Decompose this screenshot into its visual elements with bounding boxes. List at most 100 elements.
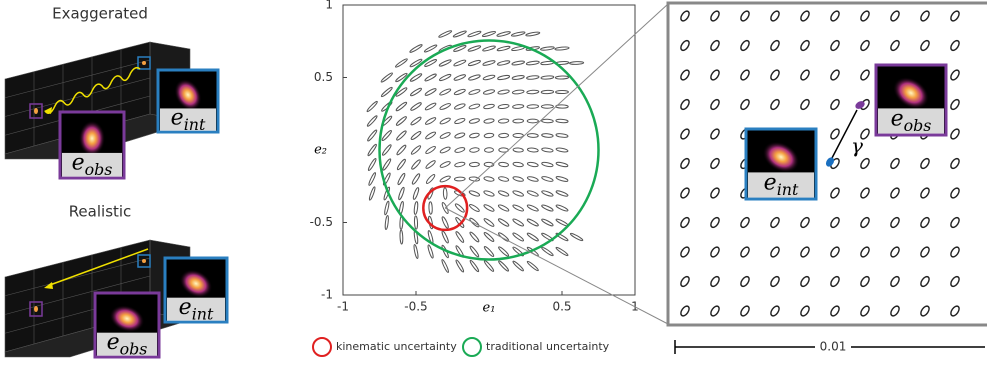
zoom-shape xyxy=(710,69,720,81)
zoom-shape xyxy=(860,39,870,52)
galaxy-shape xyxy=(425,174,436,184)
galaxy-shape xyxy=(526,190,539,197)
zoom-shape xyxy=(680,216,690,229)
zoom-shape xyxy=(740,216,750,229)
galaxy-shape xyxy=(483,132,495,139)
galaxy-shape xyxy=(525,31,541,37)
galaxy-shape xyxy=(454,147,466,153)
galaxy-shape xyxy=(526,118,539,124)
galaxy-shape xyxy=(439,161,451,168)
inset-label-bg xyxy=(160,108,216,131)
zoom-shape xyxy=(680,98,690,111)
galaxy-shape xyxy=(482,60,496,66)
zoom-shape xyxy=(800,246,810,258)
inset-label: eint xyxy=(171,105,206,133)
zoom-shape xyxy=(680,128,690,140)
galaxy-shape xyxy=(569,61,585,65)
galaxy-shape xyxy=(424,117,437,125)
label-base: e xyxy=(764,171,777,196)
inset-blob xyxy=(78,120,106,157)
zoom-shape xyxy=(890,187,900,199)
galaxy-shape xyxy=(498,161,509,168)
galaxy-shape xyxy=(382,172,391,186)
y-tick-label: 0.5 xyxy=(314,70,333,84)
galaxy-shape xyxy=(428,201,433,215)
galaxy-shape xyxy=(498,176,510,182)
galaxy-shape xyxy=(498,132,510,139)
x-tick-label: -0.5 xyxy=(404,300,427,314)
galaxy-shape xyxy=(555,232,569,242)
galaxy-shape xyxy=(396,130,407,141)
galaxy-shape xyxy=(482,89,496,95)
inset-label-bg xyxy=(97,332,157,356)
zoom-shape xyxy=(920,216,930,229)
dot xyxy=(34,108,38,114)
galaxy-shape xyxy=(483,103,495,110)
galaxy-shape xyxy=(483,190,495,197)
zoom-shape xyxy=(950,128,960,140)
galaxy-shape xyxy=(468,190,481,197)
galaxy-shape xyxy=(395,72,408,83)
zoom-shape xyxy=(770,39,780,52)
label-base: e xyxy=(72,150,85,175)
galaxy-shape xyxy=(512,133,524,138)
zoom-shape xyxy=(800,39,810,52)
galaxy-shape xyxy=(512,246,524,257)
zoom-shape xyxy=(680,305,690,317)
galaxy-shape xyxy=(454,117,466,125)
galaxy-shape xyxy=(469,132,480,139)
zoom-shape xyxy=(830,246,840,258)
galaxy-shape xyxy=(541,218,554,227)
obs-point xyxy=(855,101,865,109)
zoom-shape xyxy=(740,98,750,111)
zoom-line xyxy=(444,3,669,209)
zoom-shape xyxy=(950,10,960,22)
galaxy-shape xyxy=(438,73,452,82)
inset-blob xyxy=(174,78,202,111)
galaxy-shape xyxy=(554,75,570,80)
legend-swatch xyxy=(462,337,482,357)
y-tick-label: 1 xyxy=(325,0,333,12)
galaxy-shape xyxy=(425,131,437,140)
galaxy-shape xyxy=(512,118,525,124)
trajectory xyxy=(44,66,141,114)
galaxy-shape xyxy=(384,214,389,231)
zoom-shape xyxy=(950,187,960,199)
zoom-shape xyxy=(710,10,720,22)
y-tick-label: -0.5 xyxy=(310,215,333,229)
galaxy-shape xyxy=(454,132,466,139)
label-base: e xyxy=(107,330,120,355)
galaxy-shape xyxy=(424,73,437,82)
galaxy-shape xyxy=(398,186,405,201)
label-sub: int xyxy=(184,114,206,133)
galaxy-shape xyxy=(526,75,540,80)
zoom-shape xyxy=(950,39,960,52)
panel-title: Exaggerated xyxy=(52,5,148,23)
zoom-shape xyxy=(920,187,930,199)
inset-label-bg xyxy=(167,297,225,321)
label-sub: obs xyxy=(85,160,113,179)
galaxy-shape xyxy=(409,44,423,53)
legend-swatch xyxy=(312,337,332,357)
galaxy-shape xyxy=(512,204,525,212)
zoom-shape xyxy=(830,10,840,22)
galaxy-shape xyxy=(399,229,404,245)
galaxy-shape xyxy=(483,246,495,257)
galaxy-shape xyxy=(481,31,497,37)
galaxy-shape xyxy=(438,30,453,38)
galaxy-shape xyxy=(526,176,539,182)
zoom-shape xyxy=(860,305,870,317)
galaxy-shape xyxy=(541,204,554,212)
galaxy-shape xyxy=(511,89,525,95)
zoom-shape xyxy=(740,275,750,288)
galaxy-shape xyxy=(424,102,437,111)
arrowhead xyxy=(44,107,52,114)
zoom-shape xyxy=(710,216,720,229)
galaxy-shape xyxy=(497,103,510,110)
inset-label: eobs xyxy=(891,107,932,135)
arrowhead xyxy=(44,282,53,289)
galaxy-shape xyxy=(555,118,569,124)
zoom-line xyxy=(444,207,669,325)
zoom-shape xyxy=(890,246,900,258)
